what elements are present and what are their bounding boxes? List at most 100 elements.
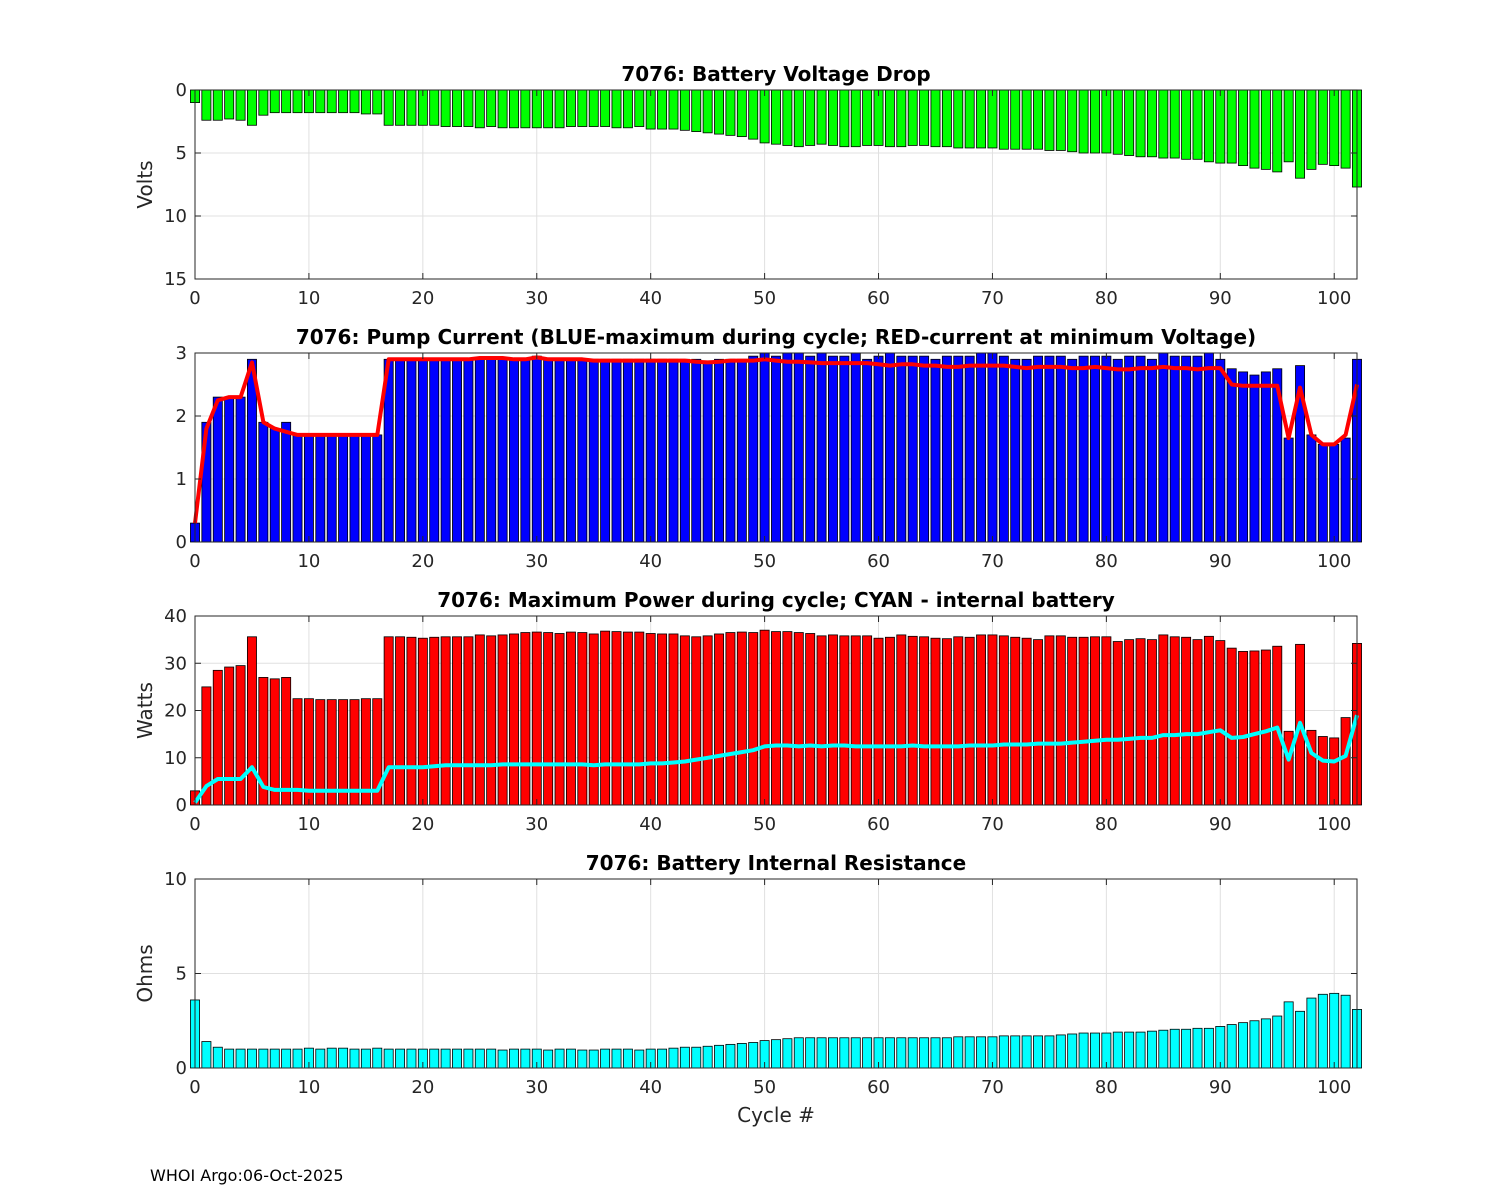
- bar: [1226, 368, 1237, 543]
- bar: [862, 89, 873, 146]
- bar: [1238, 89, 1249, 166]
- bar: [1192, 355, 1203, 543]
- bar: [474, 89, 485, 129]
- bar: [634, 358, 645, 543]
- bar: [1124, 89, 1135, 156]
- x-tick-label: 0: [189, 551, 200, 572]
- x-axis-label: Cycle #: [737, 1103, 815, 1127]
- bar: [1226, 647, 1237, 806]
- bar: [793, 352, 804, 543]
- bar: [577, 1049, 588, 1069]
- bar: [611, 631, 622, 806]
- bar: [406, 358, 417, 543]
- bar: [714, 1044, 724, 1069]
- bar: [782, 352, 793, 543]
- bar: [907, 635, 918, 806]
- bar: [1112, 641, 1123, 806]
- bar: [1101, 636, 1112, 806]
- bar: [839, 89, 850, 148]
- bar: [1021, 358, 1032, 543]
- bar: [463, 89, 474, 127]
- bar: [1203, 89, 1214, 163]
- bar: [941, 89, 952, 148]
- bar: [668, 1047, 679, 1069]
- y-tick-label: 0: [176, 1058, 187, 1079]
- x-tick-label: 30: [525, 551, 548, 572]
- y-axis-label: Watts: [133, 682, 157, 739]
- chart-panel-2: 0 10 20 30 40 50 60 70 80 90 100 0 1 2 3 7076: Pump Cur…: [176, 325, 1362, 572]
- x-tick-label: 0: [189, 1077, 200, 1098]
- y-tick-label: 5: [176, 143, 187, 164]
- footer-stamp: WHOI Argo:06-Oct-2025: [150, 1166, 344, 1185]
- bar: [930, 89, 941, 148]
- bar: [1010, 89, 1021, 150]
- x-tick-label: 40: [639, 551, 662, 572]
- bar: [907, 1037, 918, 1069]
- bar: [1112, 89, 1123, 155]
- chart-panel-1: 0 10 20 30 40 50 60 70 80 90 100 0 5 10 15 7076: Batter…: [133, 62, 1362, 309]
- bar: [1055, 635, 1066, 806]
- bar: [987, 89, 998, 149]
- bar: [1021, 1035, 1032, 1069]
- bar: [281, 89, 292, 114]
- bar: [406, 1048, 417, 1069]
- bar: [1306, 997, 1317, 1069]
- bar: [1067, 1033, 1078, 1069]
- bar: [1215, 1026, 1226, 1069]
- bar: [1283, 730, 1294, 806]
- bar: [235, 396, 246, 543]
- bar: [212, 89, 223, 121]
- bar: [702, 635, 713, 806]
- bar: [212, 1046, 223, 1069]
- bar: [634, 89, 645, 127]
- x-tick-label: 0: [189, 814, 200, 835]
- bar: [679, 358, 690, 543]
- bar: [452, 358, 462, 543]
- bar: [360, 434, 371, 543]
- bar: [520, 89, 531, 129]
- bar: [930, 358, 941, 543]
- bar: [315, 89, 326, 114]
- bar: [1317, 993, 1328, 1069]
- bar: [520, 358, 531, 543]
- bar: [953, 636, 964, 806]
- bar: [520, 1048, 531, 1069]
- bar: [873, 89, 884, 146]
- bar: [247, 89, 257, 126]
- bar: [998, 635, 1009, 806]
- bar: [565, 89, 576, 127]
- bar: [497, 634, 508, 806]
- x-tick-label: 90: [1209, 551, 1232, 572]
- bar: [1055, 89, 1066, 151]
- bar: [850, 1037, 861, 1069]
- bar: [212, 396, 223, 543]
- bar: [452, 89, 462, 127]
- bar: [1078, 89, 1089, 154]
- bar: [486, 1048, 497, 1069]
- bar: [224, 666, 235, 806]
- x-tick-label: 50: [753, 551, 776, 572]
- bar: [736, 1043, 747, 1069]
- bar: [509, 633, 519, 806]
- series-line: [193, 714, 1359, 804]
- bar: [531, 631, 542, 806]
- bar: [862, 1037, 873, 1069]
- bar: [531, 355, 542, 543]
- bar: [417, 637, 428, 806]
- series-line: [193, 355, 1359, 524]
- bar: [372, 434, 383, 543]
- bar: [1260, 649, 1271, 806]
- x-tick-label: 80: [1095, 814, 1118, 835]
- bar: [1192, 1027, 1203, 1069]
- bar: [383, 89, 394, 126]
- bar: [326, 1047, 337, 1069]
- bar: [1021, 89, 1032, 150]
- bar: [828, 1037, 838, 1069]
- bar: [1101, 355, 1112, 543]
- bar: [235, 1048, 246, 1069]
- bar: [816, 89, 827, 145]
- bar: [622, 631, 633, 806]
- bar: [976, 352, 987, 543]
- bar: [816, 1037, 827, 1069]
- bar: [349, 1048, 360, 1069]
